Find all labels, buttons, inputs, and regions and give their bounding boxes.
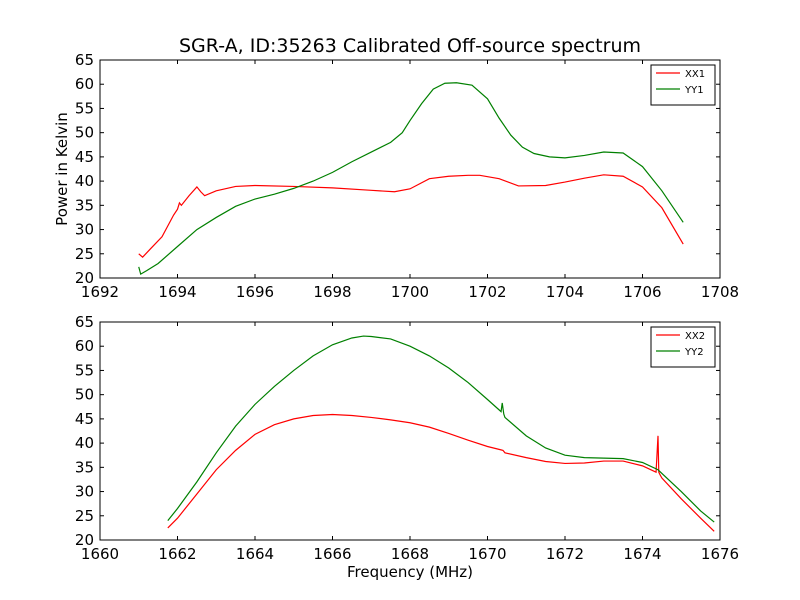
x-tick-label: 1662 [158,545,196,563]
x-tick-label: 1700 [391,283,429,301]
legend-box [650,326,716,368]
x-tick-label: 1674 [623,545,661,563]
y-tick-label: 65 [75,51,94,69]
y-tick-label: 60 [75,75,94,93]
y-tick-label: 35 [75,458,94,476]
legend-label-yy2: YY2 [684,347,704,358]
y-tick-label: 65 [75,313,94,331]
x-tick-label: 1708 [701,283,739,301]
series-line-yy2 [167,335,715,523]
x-tick-label: 1698 [313,283,351,301]
x-tick-label: 1692 [81,283,119,301]
series-line-xx2 [167,413,715,532]
y-tick-label: 20 [75,531,94,549]
legend-label-xx2: XX2 [685,331,705,342]
y-tick-label: 30 [75,221,94,239]
legend-box [650,64,716,106]
x-tick-label: 1660 [81,545,119,563]
x-tick-label: 1704 [546,283,584,301]
y-tick-label: 40 [75,172,94,190]
x-tick-label: 1664 [236,545,274,563]
x-tick-label: 1676 [701,545,739,563]
y-tick-label: 25 [75,507,94,525]
x-tick-label: 1668 [391,545,429,563]
y-tick-label: 55 [75,99,94,117]
top-panel: 1692 1694 1696 1698 1700 1702 1704 1706 1708 20 25… [53,51,739,301]
y-tick-label: 60 [75,337,94,355]
y-tick-label: 20 [75,269,94,287]
x-tick-label: 1694 [158,283,196,301]
y-tick-label: 40 [75,434,94,452]
x-tick-label: 1702 [468,283,506,301]
x-tick-label: 1706 [623,283,661,301]
y-tick-label: 50 [75,386,94,404]
y-tick-label: 45 [75,148,94,166]
x-tick-label: 1670 [468,545,506,563]
y-tick-label: 25 [75,245,94,263]
y-axis-label: Power in Kelvin [53,112,71,226]
series-line-yy1 [138,82,684,276]
legend-label-yy1: YY1 [684,85,704,96]
series-line-xx1 [138,174,684,259]
y-tick-label: 30 [75,483,94,501]
bottom-panel: 1660 1662 1664 1666 1668 1670 1672 1674 1676 20 25… [75,313,739,581]
y-tick-label: 45 [75,410,94,428]
x-tick-label: 1672 [546,545,584,563]
y-tick-label: 50 [75,124,94,142]
legend-label-xx1: XX1 [685,69,705,80]
x-tick-label: 1666 [313,545,351,563]
x-axis-label: Frequency (MHz) [347,563,473,581]
x-tick-label: 1696 [236,283,274,301]
y-tick-label: 55 [75,361,94,379]
y-tick-label: 35 [75,196,94,214]
chart-title: SGR-A, ID:35263 Calibrated Off-source sp… [179,35,641,57]
